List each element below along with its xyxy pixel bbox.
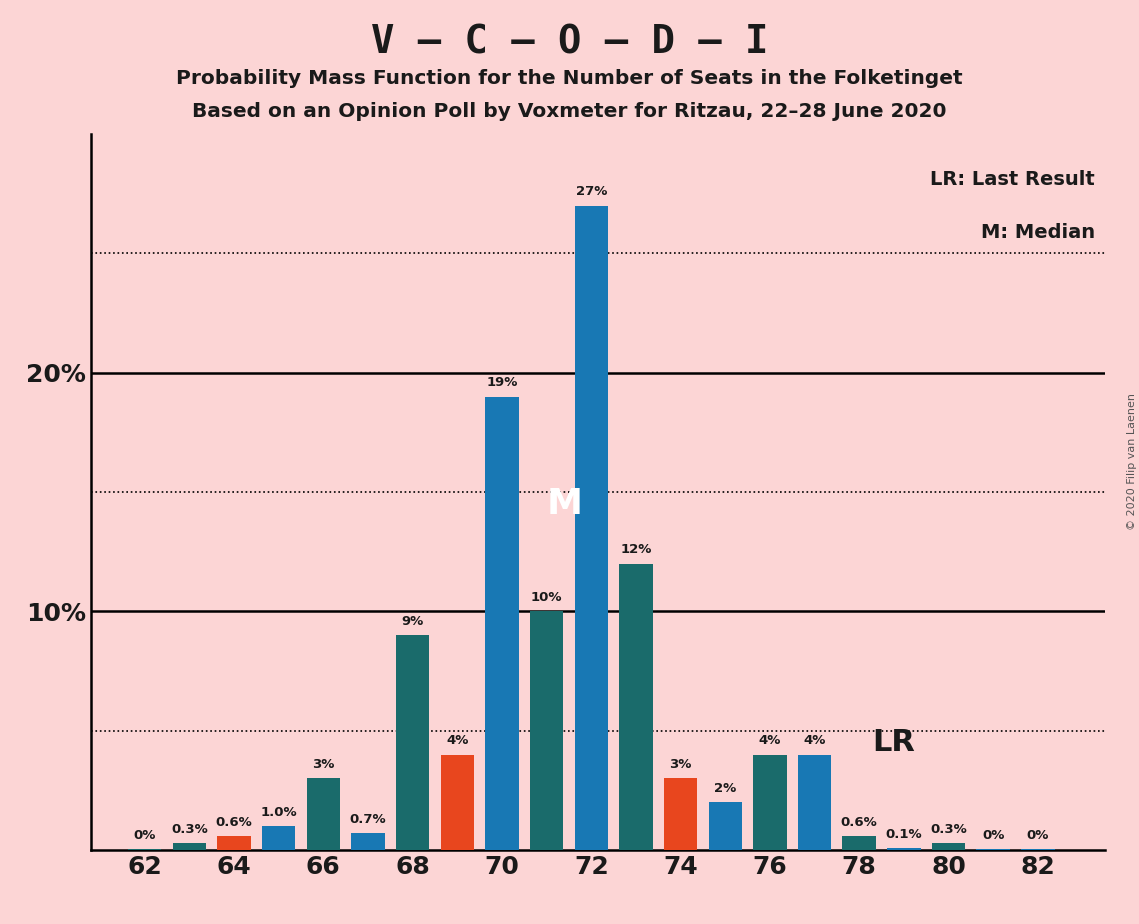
Text: 0.6%: 0.6% [841, 816, 877, 829]
Bar [797, 755, 831, 850]
Bar [306, 778, 341, 850]
Text: 0%: 0% [133, 829, 156, 842]
Text: Based on an Opinion Poll by Voxmeter for Ritzau, 22–28 June 2020: Based on an Opinion Poll by Voxmeter for… [192, 102, 947, 121]
Bar [664, 778, 697, 850]
Bar [530, 612, 564, 850]
Text: 0.3%: 0.3% [931, 822, 967, 836]
Bar [441, 755, 474, 850]
Bar [976, 849, 1010, 850]
Text: 0.1%: 0.1% [885, 828, 923, 841]
Bar [128, 849, 162, 850]
Text: 9%: 9% [402, 615, 424, 628]
Text: 10%: 10% [531, 591, 563, 604]
Bar [1021, 849, 1055, 850]
Text: 19%: 19% [486, 376, 517, 389]
Text: 4%: 4% [759, 735, 781, 748]
Text: 0%: 0% [1026, 829, 1049, 842]
Bar [485, 396, 518, 850]
Text: 27%: 27% [575, 186, 607, 199]
Text: 4%: 4% [803, 735, 826, 748]
Text: 3%: 3% [312, 759, 335, 772]
Text: 0%: 0% [982, 829, 1005, 842]
Text: M: Median: M: Median [981, 224, 1095, 242]
Bar [887, 847, 920, 850]
Bar [843, 836, 876, 850]
Text: V – C – O – D – I: V – C – O – D – I [371, 23, 768, 61]
Text: 0.7%: 0.7% [350, 813, 386, 826]
Bar [753, 755, 787, 850]
Text: M: M [547, 487, 582, 521]
Bar [932, 843, 965, 850]
Text: Probability Mass Function for the Number of Seats in the Folketinget: Probability Mass Function for the Number… [177, 69, 962, 89]
Bar [708, 802, 741, 850]
Bar [218, 836, 251, 850]
Bar [262, 826, 295, 850]
Bar [396, 636, 429, 850]
Text: LR: Last Result: LR: Last Result [929, 170, 1095, 188]
Text: 4%: 4% [446, 735, 468, 748]
Text: 0.6%: 0.6% [215, 816, 253, 829]
Bar [173, 843, 206, 850]
Bar [620, 564, 653, 850]
Text: 1.0%: 1.0% [261, 806, 297, 819]
Text: 2%: 2% [714, 783, 737, 796]
Text: LR: LR [872, 728, 916, 757]
Text: 12%: 12% [621, 543, 652, 556]
Text: © 2020 Filip van Laenen: © 2020 Filip van Laenen [1126, 394, 1137, 530]
Bar [574, 206, 608, 850]
Text: 0.3%: 0.3% [171, 822, 207, 836]
Text: 3%: 3% [670, 759, 691, 772]
Bar [351, 833, 385, 850]
